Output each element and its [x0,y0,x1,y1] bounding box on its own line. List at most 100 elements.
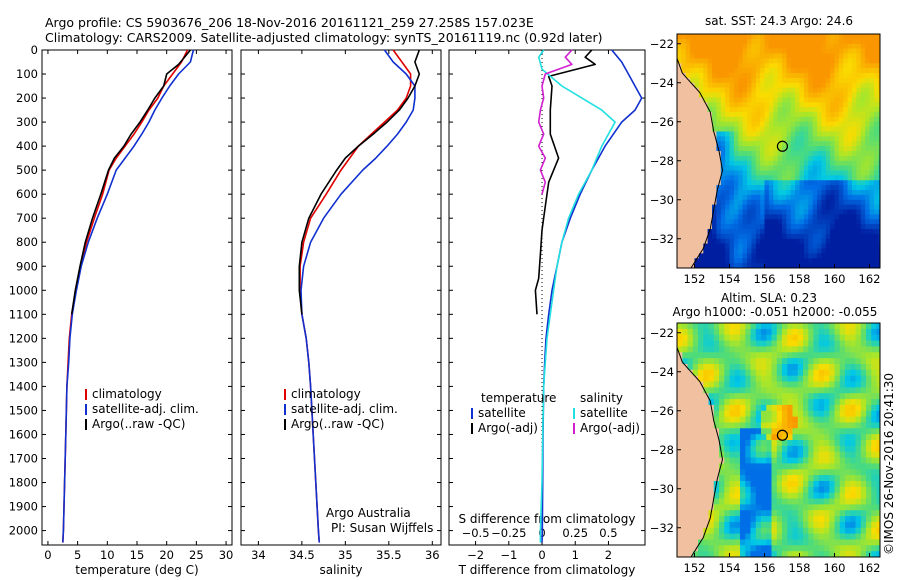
y-tick-label: 1100 [9,307,38,321]
y-tick-label: −24 [650,365,674,379]
legend-label: Argo(..raw -QC) [291,417,384,431]
argo-position-marker [776,140,789,152]
y-tick-label: −22 [650,37,674,51]
x-tick-label: 160 [824,272,846,286]
coastline [677,56,724,268]
y-tick-label: 1400 [9,379,38,393]
header-line-2: Climatology: CARS2009. Satellite-adjuste… [45,30,603,45]
sst-map-cells [677,34,880,268]
y-tick-label: −32 [650,232,674,246]
y-tick-label: 200 [16,91,38,105]
y-tick-label: −30 [650,482,674,496]
temperature-frame [41,49,233,546]
x-tick-label: 162 [859,272,881,286]
legend-label: climatology [291,387,361,401]
x-tick-label: 160 [824,561,846,575]
legend-label: Argo(..raw -QC) [92,417,185,431]
y-tick-label: 1300 [9,355,38,369]
sst-map-title: sat. SST: 24.3 Argo: 24.6 [705,14,853,28]
series-satellite-adj-clim- [62,49,195,543]
difference-xlabel: T difference from climatology [458,563,636,577]
series-satellite-adj-clim- [300,49,416,543]
y-tick-label: 500 [16,163,38,177]
sla-map-cells [677,323,880,557]
x-tick-label: 36 [425,548,440,562]
x-tick-label: 152 [684,561,706,575]
credit-org: Argo Australia [326,506,411,520]
legend-label: Argo(-adj) [478,421,538,435]
salinity-panel: 34 34.5 35 35.5 36 salinity climatologysatelli… [240,49,442,577]
x-tick-label: −1 [500,548,517,562]
series-temperature-argo-adj- [534,49,597,315]
y-tick-label: 300 [16,115,38,129]
y-tick-label: 100 [16,67,38,81]
legend-title-salinity: salinity [580,391,623,405]
y-tick-label: −24 [650,76,674,90]
salinity-frame [240,49,442,546]
sla-map: 152 154 156 158 160 162 −22 −24 −26 −28 −30 −32 Alti… [650,291,881,575]
difference-panel: −2 −1 0 1 2T difference from climatology −0.5… [448,49,646,577]
y-tick-label: 600 [16,187,38,201]
x-tick-label: 35 [338,548,353,562]
x-tick-label: 34.5 [289,548,315,562]
y-tick-label: −28 [650,154,674,168]
y-tick-label: 0 [31,43,38,57]
s-tick-label: −0.25 [491,526,526,540]
y-tick-label: 1900 [9,500,38,514]
x-tick-label: 15 [130,548,145,562]
x-tick-label: 156 [754,272,776,286]
legend-label: satellite-adj. clim. [291,402,398,416]
y-tick-label: −26 [650,404,674,418]
x-tick-label: 35.5 [376,548,402,562]
header-line-1: Argo profile: CS 5903676_206 18-Nov-2016… [45,15,534,30]
sla-map-subtitle: Argo h1000: -0.051 h2000: -0.055 [673,305,878,319]
y-tick-label: 400 [16,139,38,153]
s-tick-label: −0.5 [462,526,490,540]
x-tick-label: 0 [44,548,51,562]
y-tick-label: 700 [16,211,38,225]
s-tick-label: 0.5 [599,526,617,540]
series-salinity-argo-adj- [537,49,573,195]
y-tick-label: −28 [650,443,674,457]
sst-map-frame [676,33,881,269]
y-tick-label: −30 [650,193,674,207]
credit-pi: PI: Susan Wijffels [331,521,433,535]
y-tick-label: 1700 [9,451,38,465]
y-tick-label: 1000 [9,283,38,297]
x-tick-label: 156 [754,561,776,575]
legend-label: satellite [580,406,628,420]
legend-label: satellite [478,406,526,420]
x-tick-label: 2 [605,548,612,562]
credit-imos: ©IMOS 26-Nov-2016 20:41:30 [882,373,896,555]
x-tick-label: 10 [100,548,115,562]
series-argo-raw-qc- [298,49,421,315]
x-tick-label: 154 [719,272,741,286]
difference-xlabel-2: S difference from climatology [459,512,636,526]
difference-frame [448,49,646,546]
x-tick-label: 162 [859,561,881,575]
y-tick-label: 1800 [9,476,38,490]
x-tick-label: 152 [684,272,706,286]
y-tick-label: −26 [650,115,674,129]
legend-title-temperature: temperature [481,391,556,405]
y-tick-label: −22 [650,326,674,340]
y-tick-label: −32 [650,521,674,535]
series-argo-raw-qc- [70,49,192,315]
coastline [677,345,724,557]
y-tick-label: 900 [16,259,38,273]
s-tick-label: 0.25 [562,526,588,540]
y-tick-label: 1500 [9,403,38,417]
sla-map-frame [676,322,881,558]
x-tick-label: 0 [538,548,545,562]
y-tick-label: 1200 [9,331,38,345]
x-tick-label: 1 [572,548,579,562]
legend-label: Argo(-adj) [580,421,640,435]
salinity-xlabel: salinity [319,563,362,577]
x-tick-label: 154 [719,561,741,575]
x-tick-label: 5 [74,548,81,562]
temperature-xlabel: temperature (deg C) [75,563,198,577]
x-tick-label: 30 [219,548,234,562]
x-tick-label: 158 [789,561,811,575]
sst-map: 152 154 156 158 160 162 −22 −24 −26 −28 −30 −32 sat.… [650,14,881,286]
